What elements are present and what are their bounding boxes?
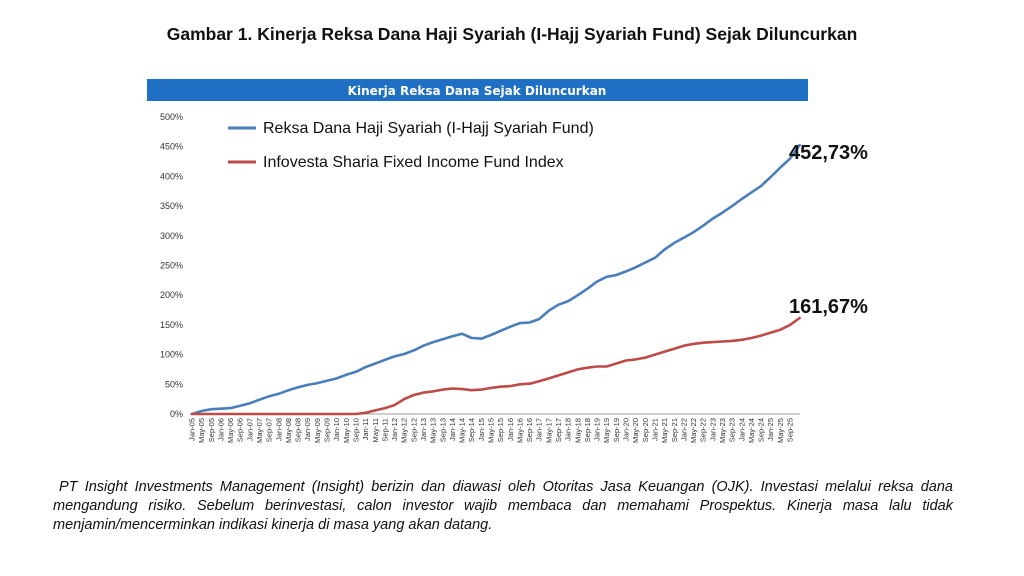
x-tick-label: Jan-18 — [564, 418, 573, 441]
x-tick-label: Sep-13 — [438, 418, 447, 442]
x-tick-label: Sep-05 — [207, 418, 216, 442]
x-tick-label: Sep-10 — [351, 418, 360, 442]
x-tick-label: Jan-16 — [506, 418, 515, 441]
y-tick-label: 250% — [160, 261, 183, 271]
x-tick-label: Sep-18 — [583, 418, 592, 442]
y-tick-label: 350% — [160, 201, 183, 211]
x-tick-label: Sep-24 — [757, 418, 766, 442]
x-tick-label: Jan-08 — [274, 418, 283, 441]
x-tick-label: Sep-08 — [294, 418, 303, 442]
x-tick-label: May-21 — [660, 418, 669, 443]
x-tick-label: May-09 — [313, 418, 322, 443]
x-tick-label: Jan-10 — [332, 418, 341, 441]
x-tick-label: Sep-07 — [265, 418, 274, 442]
disclaimer-text: PT Insight Investments Management (Insig… — [53, 479, 953, 533]
x-tick-label: Sep-23 — [728, 418, 737, 442]
x-tick-label: May-24 — [747, 418, 756, 443]
x-tick-label: Jan-25 — [766, 418, 775, 441]
series-end-label: 452,73% — [789, 142, 868, 164]
x-tick-label: May-18 — [573, 418, 582, 443]
x-tick-label: Sep-06 — [236, 418, 245, 442]
y-tick-label: 450% — [160, 142, 183, 152]
x-tick-label: May-10 — [342, 418, 351, 443]
x-tick-label: Jan-06 — [216, 418, 225, 441]
series-line-fund — [190, 143, 801, 416]
chart-title: Kinerja Reksa Dana Sejak Diluncurkan — [348, 84, 607, 98]
x-tick-label: Sep-19 — [612, 418, 621, 442]
x-tick-label: May-13 — [429, 418, 438, 443]
x-tick-label: Jan-11 — [361, 418, 370, 440]
x-tick-label: May-11 — [371, 418, 380, 442]
x-tick-label: Sep-21 — [670, 418, 679, 442]
x-tick-label: Jan-21 — [650, 418, 659, 441]
y-tick-label: 500% — [160, 112, 183, 122]
x-tick-label: Sep-16 — [525, 418, 534, 442]
x-tick-label: May-05 — [197, 418, 206, 443]
y-tick-label: 300% — [160, 231, 183, 241]
x-tick-label: Jan-05 — [188, 418, 197, 441]
series-lines — [190, 143, 801, 416]
x-tick-label: Jan-19 — [593, 418, 602, 441]
x-tick-label: Jan-24 — [737, 418, 746, 441]
x-tick-label: May-06 — [226, 418, 235, 443]
legend: Reksa Dana Haji Syariah (I-Hajj Syariah … — [228, 120, 594, 171]
legend-label: Reksa Dana Haji Syariah (I-Hajj Syariah … — [263, 120, 594, 137]
x-tick-label: May-19 — [602, 418, 611, 443]
x-tick-label: May-22 — [689, 418, 698, 443]
x-tick-label: Jan-13 — [419, 418, 428, 441]
series-end-label: 161,67% — [789, 296, 868, 318]
x-tick-label: Jan-09 — [303, 418, 312, 441]
x-tick-label: May-17 — [544, 418, 553, 443]
y-tick-label: 100% — [160, 350, 183, 360]
x-tick-label: Sep-14 — [467, 418, 476, 442]
end-labels: 452,73% 161,67% — [789, 142, 868, 318]
x-tick-label: May-08 — [284, 418, 293, 443]
y-tick-label: 0% — [170, 409, 183, 419]
x-tick-label: Jan-20 — [622, 418, 631, 441]
x-tick-label: Jan-12 — [390, 418, 399, 441]
x-tick-label: Jan-17 — [535, 418, 544, 441]
y-tick-label: 200% — [160, 290, 183, 300]
x-tick-label: Sep-15 — [496, 418, 505, 442]
x-axis: Jan-05 May-05 Sep-05 Jan-06 May-06 Sep-06 Jan-… — [188, 418, 795, 443]
y-tick-label: 150% — [160, 320, 183, 330]
x-tick-label: Jan-22 — [679, 418, 688, 441]
x-tick-label: May-12 — [400, 418, 409, 443]
x-tick-label: May-15 — [487, 418, 496, 443]
x-tick-label: Sep-09 — [323, 418, 332, 442]
series-line-index — [190, 316, 801, 416]
x-tick-label: Jan-23 — [708, 418, 717, 441]
x-tick-label: May-14 — [458, 418, 467, 443]
y-axis: 0% 50% 100% 150% 200% 250% 300% 350% 400% 450% 500… — [160, 112, 183, 419]
x-tick-label: Jan-07 — [245, 418, 254, 441]
y-tick-label: 50% — [165, 379, 183, 389]
x-tick-label: Sep-11 — [380, 418, 389, 442]
x-tick-label: Jan-14 — [448, 418, 457, 441]
x-tick-label: Sep-17 — [554, 418, 563, 442]
y-tick-label: 400% — [160, 171, 183, 181]
x-tick-label: May-16 — [515, 418, 524, 443]
x-tick-label: Jan-15 — [477, 418, 486, 441]
x-tick-label: Sep-12 — [409, 418, 418, 442]
figure-title: Gambar 1. Kinerja Reksa Dana Haji Syaria… — [166, 24, 858, 44]
x-tick-label: May-23 — [718, 418, 727, 443]
x-tick-label: Sep-20 — [641, 418, 650, 442]
x-tick-label: Sep-22 — [699, 418, 708, 442]
legend-label: Infovesta Sharia Fixed Income Fund Index — [263, 154, 564, 171]
x-tick-label: May-20 — [631, 418, 640, 443]
x-tick-label: May-25 — [776, 418, 785, 443]
x-tick-label: May-07 — [255, 418, 264, 443]
chart-header-bar — [147, 79, 808, 101]
x-tick-label: Sep-25 — [786, 418, 795, 442]
performance-chart: Kinerja Reksa Dana Sejak Diluncurkan 0% 5… — [147, 79, 868, 443]
